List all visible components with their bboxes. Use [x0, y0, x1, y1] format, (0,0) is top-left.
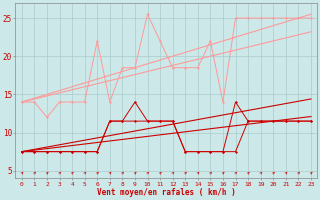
X-axis label: Vent moyen/en rafales ( km/h ): Vent moyen/en rafales ( km/h ) [97, 188, 236, 197]
